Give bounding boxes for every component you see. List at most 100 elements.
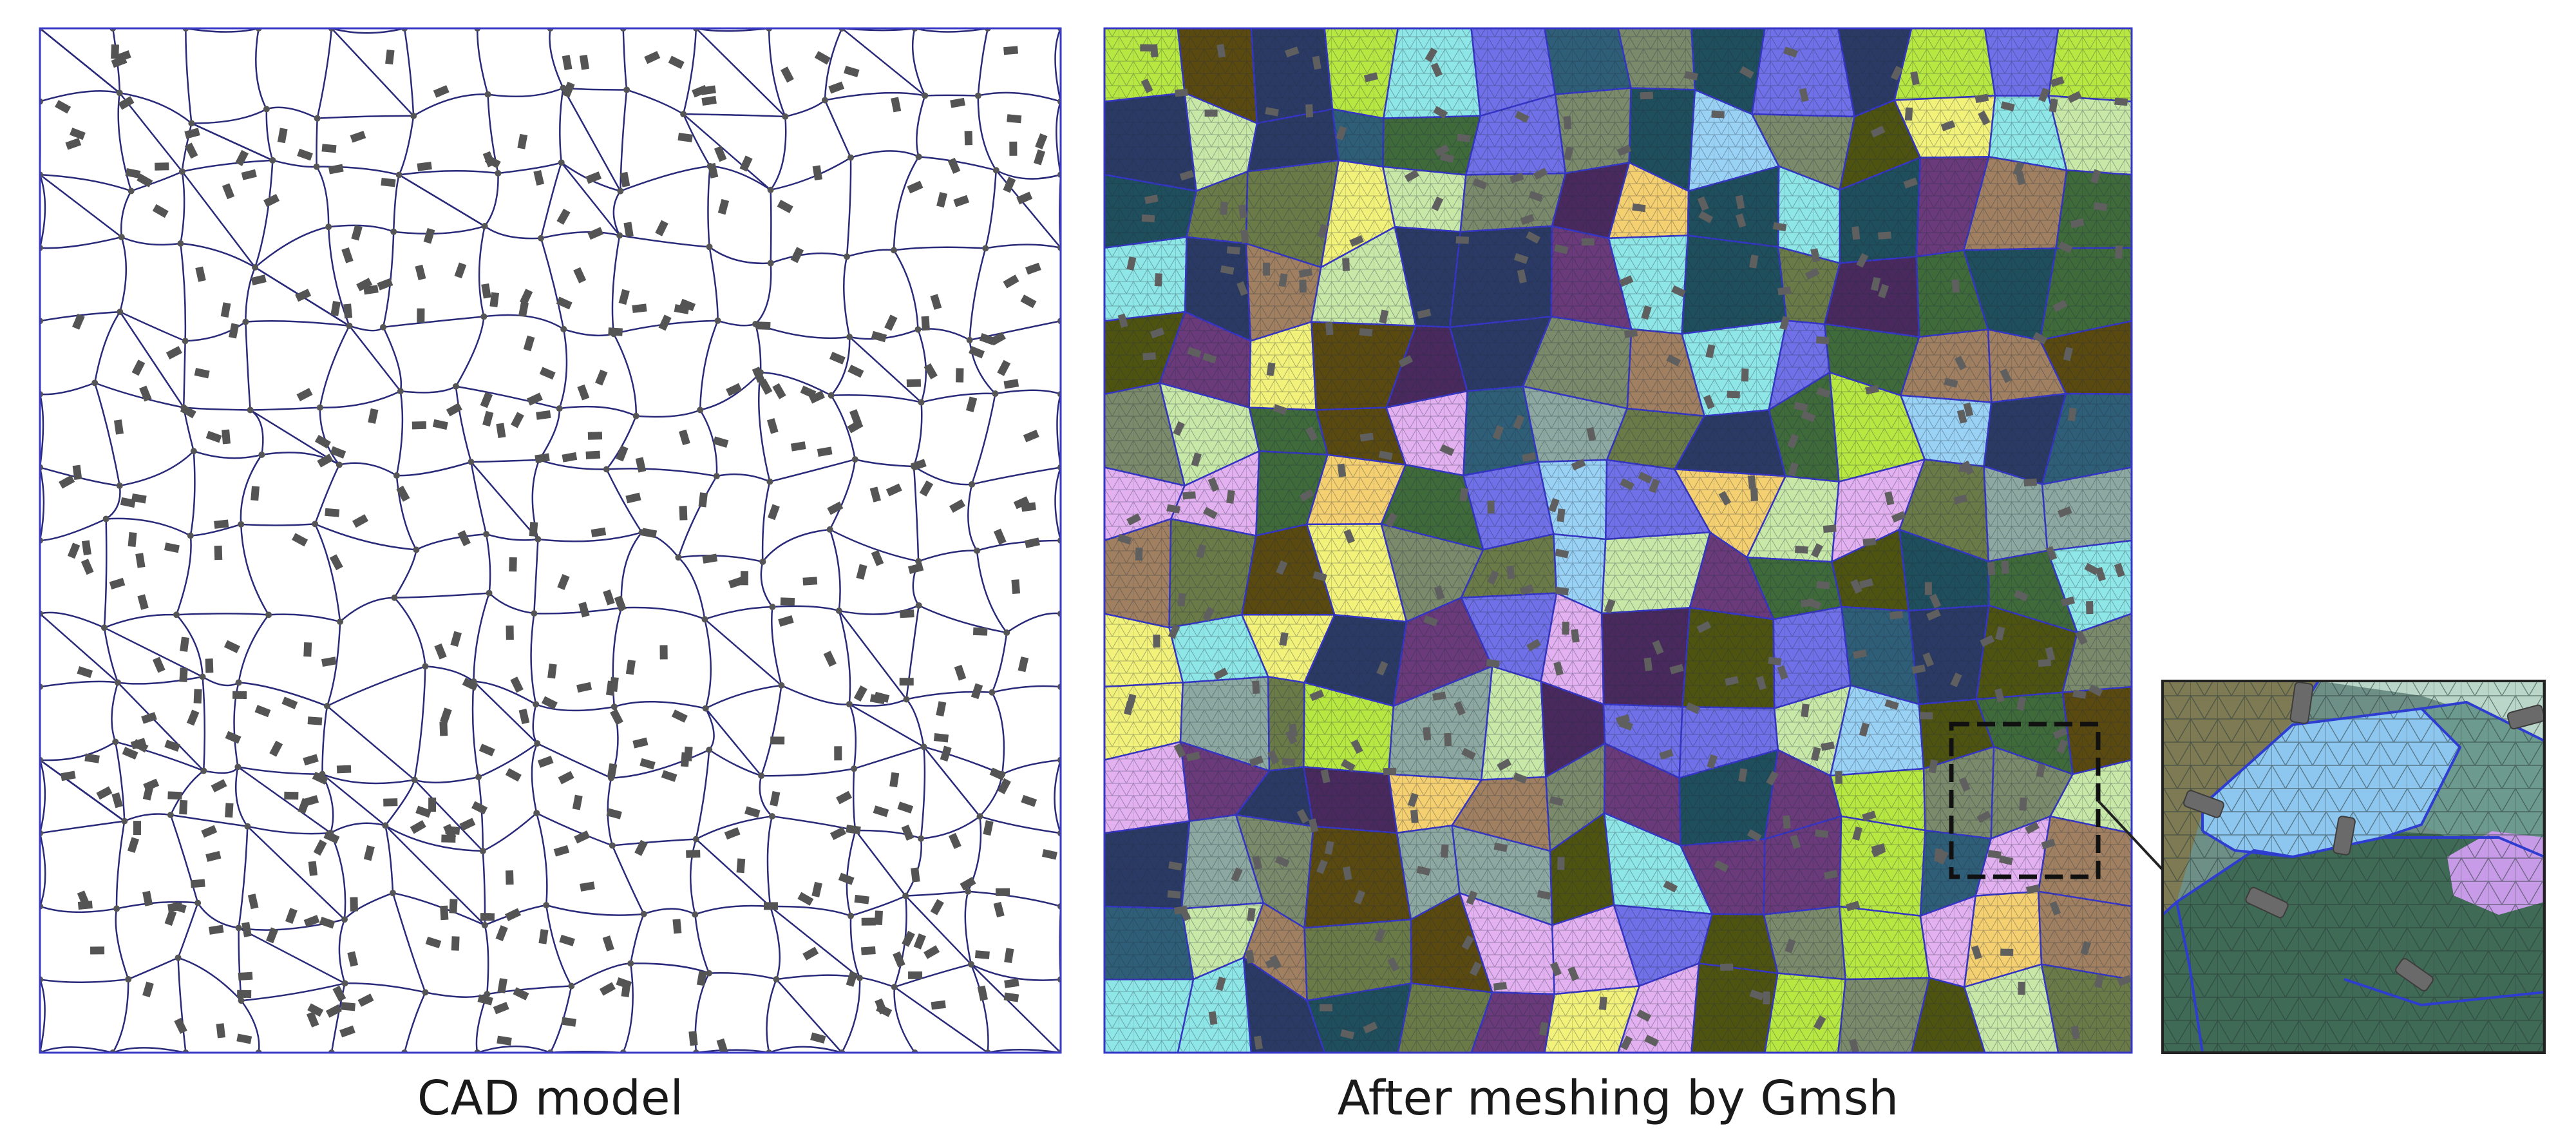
- mesh-particle: [1537, 890, 1551, 900]
- cad-particle: [871, 330, 887, 343]
- cad-particle: [891, 97, 902, 113]
- cad-particle: [377, 278, 393, 291]
- inset-grain-boundary-6: [2175, 901, 2204, 1053]
- cad-particle: [229, 323, 240, 339]
- cad-grain-boundary: [534, 607, 622, 615]
- cad-particle: [171, 901, 187, 914]
- cad-particle: [111, 55, 128, 68]
- mesh-particle: [1431, 196, 1444, 211]
- mesh-particle: [1410, 809, 1419, 823]
- cad-grain-boundary: [905, 895, 972, 965]
- mesh-particle: [1398, 355, 1414, 368]
- cad-grain-boundary: [112, 979, 129, 1053]
- mesh-particle: [2052, 727, 2068, 740]
- mesh-particle: [1492, 425, 1504, 440]
- cad-particle: [307, 716, 323, 725]
- cad-particle: [923, 363, 938, 379]
- cad-grain-boundary: [893, 249, 919, 330]
- cad-particle: [901, 825, 914, 841]
- cad-particle: [307, 1003, 324, 1017]
- cad-grain-boundary: [120, 190, 132, 238]
- cad-grain-boundary: [770, 116, 787, 191]
- cad-particle: [814, 51, 831, 65]
- cad-particle: [1004, 948, 1014, 963]
- cad-particle: [983, 820, 994, 836]
- mesh-particle: [2000, 368, 2012, 383]
- cad-particle: [493, 1002, 509, 1015]
- cad-grain-boundary: [119, 236, 128, 312]
- cad-particle: [449, 899, 458, 914]
- cad-grain-boundary: [40, 174, 46, 248]
- cad-node: [194, 899, 202, 906]
- mesh-particle: [1563, 115, 1572, 129]
- cad-particle: [205, 430, 222, 443]
- cad-particle: [236, 1033, 252, 1044]
- cad-grain-boundary: [849, 336, 922, 403]
- cad-grain-boundary: [533, 539, 539, 614]
- cad-particle: [889, 772, 900, 788]
- cad-node: [560, 325, 567, 332]
- mesh-particle: [1363, 72, 1378, 82]
- mesh-particle: [2072, 689, 2087, 699]
- cad-grain-boundary: [695, 838, 771, 908]
- cad-particle: [425, 936, 442, 948]
- cad-particle: [303, 754, 319, 766]
- cad-particle: [186, 709, 200, 726]
- cad-particle: [445, 826, 460, 835]
- mesh-particle: [2070, 218, 2085, 229]
- cad-node: [607, 774, 614, 781]
- cad-grain-boundary: [894, 986, 989, 1053]
- mesh-particle: [1707, 754, 1718, 769]
- cad-grain-boundary: [400, 385, 457, 394]
- cad-grain-boundary: [626, 89, 684, 115]
- cad-particle: [936, 701, 947, 717]
- cad-particle: [328, 164, 344, 175]
- mesh-particle: [1175, 88, 1188, 97]
- cad-particle: [812, 165, 822, 181]
- cad-particle: [72, 313, 85, 330]
- cad-particle: [623, 222, 634, 238]
- cad-grain-boundary: [923, 746, 981, 817]
- cad-particle: [440, 905, 449, 921]
- cad-grain-boundary: [40, 382, 95, 396]
- cad-particle: [875, 998, 887, 1015]
- cad-particle: [780, 597, 795, 606]
- mesh-particle: [1649, 478, 1660, 493]
- cad-particle: [439, 722, 448, 736]
- mesh-particle: [1253, 1035, 1263, 1050]
- mesh-particle: [1141, 214, 1155, 223]
- mesh-particle: [1236, 281, 1248, 296]
- cad-grain-boundary: [40, 611, 105, 629]
- cad-particle: [621, 982, 631, 997]
- cad-grain-boundary: [175, 535, 192, 615]
- cad-grain-boundary: [482, 812, 538, 852]
- cad-grain-boundary: [545, 905, 573, 987]
- cad-grain-boundary: [319, 390, 401, 408]
- cad-particle: [599, 982, 616, 996]
- cad-grain-boundary: [824, 91, 925, 101]
- cad-grain-boundary: [841, 977, 861, 1053]
- mesh-particle: [2117, 975, 2132, 986]
- cad-particle: [325, 1004, 342, 1018]
- cad-grain-boundary: [191, 122, 273, 161]
- cad-grain-boundary: [855, 829, 922, 839]
- cad-grain-boundary: [40, 833, 46, 907]
- cad-particle: [953, 195, 970, 207]
- mesh-particle: [1312, 55, 1321, 70]
- cad-grain-boundary: [40, 978, 129, 983]
- mesh-particle: [1779, 316, 1790, 330]
- cad-particle: [726, 383, 743, 396]
- cad-node: [175, 954, 182, 961]
- cad-particle: [668, 55, 685, 70]
- cad-particle: [585, 171, 602, 184]
- cad-particle: [893, 951, 905, 968]
- cad-grain-boundary: [925, 94, 978, 97]
- cad-particle: [698, 492, 708, 508]
- cad-grain-boundary: [768, 1046, 842, 1053]
- cad-grain-boundary: [761, 767, 855, 777]
- mesh-particle: [1379, 309, 1389, 324]
- mesh-particle: [1705, 344, 1716, 359]
- cad-grain-boundary: [619, 235, 710, 248]
- cad-particle: [84, 753, 100, 763]
- cad-grain-boundary: [704, 618, 712, 709]
